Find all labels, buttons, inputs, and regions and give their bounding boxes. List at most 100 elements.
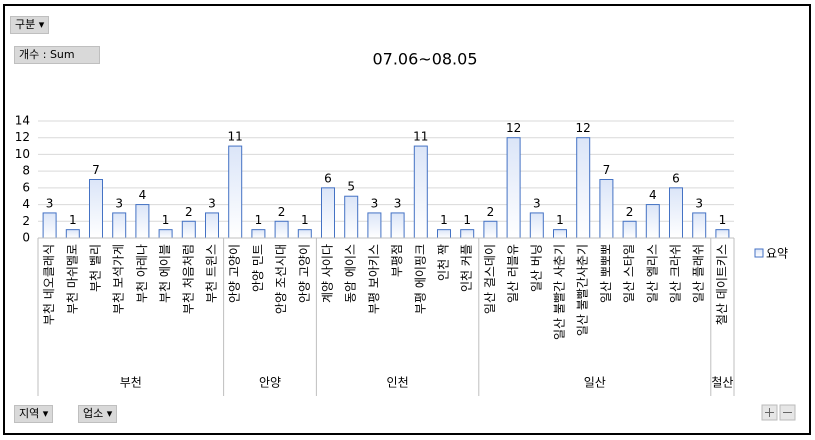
- value-label: 1: [719, 213, 727, 227]
- bar: [112, 212, 127, 239]
- x-tick-label: 부천 네오클래식: [41, 244, 56, 325]
- x-tick-label: 안양 조선시대: [274, 244, 288, 314]
- x-tick-label: 부천 에이블: [157, 244, 172, 303]
- x-tick-label: 일산 크라쉬: [669, 244, 683, 303]
- x-tick-label: 부천 아레나: [134, 244, 149, 303]
- bar: [181, 220, 196, 239]
- button-label: 구분: [15, 18, 36, 31]
- value-label: 6: [324, 171, 332, 185]
- value-label: 3: [208, 196, 216, 210]
- bar: [669, 187, 683, 239]
- button-label: 개수 : Sum: [19, 48, 75, 61]
- bar: [599, 179, 614, 239]
- bar: [367, 212, 382, 239]
- x-tick-label: 부천 트윈스: [204, 244, 219, 303]
- bar: [413, 145, 428, 239]
- value-label: 1: [463, 213, 471, 227]
- value-label: 2: [626, 205, 634, 219]
- x-tick-label: 안양 고양이: [228, 244, 242, 303]
- x-tick-label: 일산 러블유: [506, 244, 520, 303]
- x-tick-label: 일산 스타일: [622, 244, 636, 303]
- button-label: 지역: [19, 407, 40, 420]
- bar: [506, 137, 521, 239]
- value-label: 6: [672, 171, 680, 185]
- bar: [65, 229, 80, 239]
- group-label: 철산: [711, 376, 733, 390]
- value-label: 7: [92, 163, 100, 177]
- value-label: 2: [278, 205, 286, 219]
- bar: [274, 220, 289, 239]
- bar: [89, 179, 103, 239]
- group-label: 일산: [584, 376, 606, 390]
- bar: [158, 229, 173, 239]
- frame: [3, 4, 811, 435]
- x-tick-label: 일산 불빨간 사춘기: [553, 244, 567, 340]
- x-tick-label: 부천 마쉬멜로: [64, 244, 79, 314]
- x-tick-label: 부평 보아키스: [367, 244, 381, 314]
- x-tick-label: 일산 걸스데이: [483, 244, 497, 314]
- bar: [321, 187, 335, 239]
- value-label: 12: [506, 121, 521, 135]
- x-tick-label: 부평점: [390, 244, 404, 277]
- bar: [251, 229, 266, 239]
- x-tick-label: 안양 민트: [251, 244, 265, 292]
- value-label: 1: [440, 213, 448, 227]
- legend-swatch: [754, 248, 764, 258]
- bar: [692, 212, 707, 239]
- value-label: 3: [533, 196, 541, 210]
- value-label: 5: [347, 180, 355, 194]
- value-label: 11: [228, 130, 243, 144]
- plus-icon: [765, 408, 774, 417]
- value-label: 1: [301, 213, 309, 227]
- y-tick-label: 8: [22, 164, 30, 178]
- x-tick-label: 철산 데이트키스: [715, 244, 729, 325]
- value-label: 7: [603, 163, 611, 177]
- x-tick-label: 일산 플래쉬: [692, 244, 706, 303]
- x-tick-label: 인천 커플: [459, 244, 474, 292]
- button-label: 업소: [83, 407, 104, 420]
- y-tick-label: 4: [22, 197, 30, 211]
- value-label: 12: [576, 121, 591, 135]
- bar: [553, 229, 567, 239]
- x-tick-label: 일산 엘리스: [645, 244, 659, 303]
- bar: [297, 229, 312, 239]
- x-tick-label: 일산 뽀뽀뽀: [599, 244, 613, 303]
- group-label: 부천: [120, 375, 142, 390]
- value-label: 3: [394, 196, 402, 210]
- axis-button[interactable]: 업소 ▾: [78, 405, 118, 423]
- chart-title: 07.06~08.05: [372, 50, 477, 69]
- value-label: 3: [695, 196, 703, 210]
- x-tick-label: 일산 버닝: [529, 244, 543, 292]
- x-tick-label: 안양 고양이: [297, 244, 311, 303]
- group-label: 안양: [259, 376, 281, 390]
- bar: [42, 212, 57, 239]
- bar: [390, 212, 405, 239]
- x-tick-label: 부천 보석가게: [111, 244, 126, 314]
- value-label: 3: [46, 196, 54, 210]
- value-label: 4: [649, 188, 657, 202]
- y-tick-label: 14: [15, 114, 30, 128]
- y-tick-label: 10: [15, 147, 30, 161]
- value-label: 2: [185, 205, 193, 219]
- y-tick-label: 6: [22, 180, 30, 194]
- value-label: 1: [69, 213, 77, 227]
- x-tick-label: 부평 에이핑크: [413, 244, 427, 314]
- axis-button[interactable]: 지역 ▾: [14, 405, 54, 423]
- value-label: 2: [487, 205, 495, 219]
- bar: [437, 229, 451, 239]
- value-button[interactable]: 개수 : Sum: [14, 46, 100, 64]
- x-tick-label: 동암 에이스: [344, 244, 358, 303]
- bar: [483, 220, 498, 239]
- legend-label: 요약: [766, 246, 788, 261]
- filter-button[interactable]: 구분 ▾: [10, 16, 50, 34]
- bar: [529, 212, 544, 239]
- y-tick-label: 2: [22, 214, 30, 228]
- value-label: 3: [115, 196, 123, 210]
- x-tick-label: 인천 짝: [436, 244, 451, 281]
- x-tick-label: 부천 처음처럼: [180, 244, 195, 314]
- x-tick-label: 부천 벨리: [88, 244, 103, 292]
- y-tick-label: 12: [15, 130, 30, 144]
- value-label: 1: [162, 213, 170, 227]
- value-label: 11: [413, 130, 428, 144]
